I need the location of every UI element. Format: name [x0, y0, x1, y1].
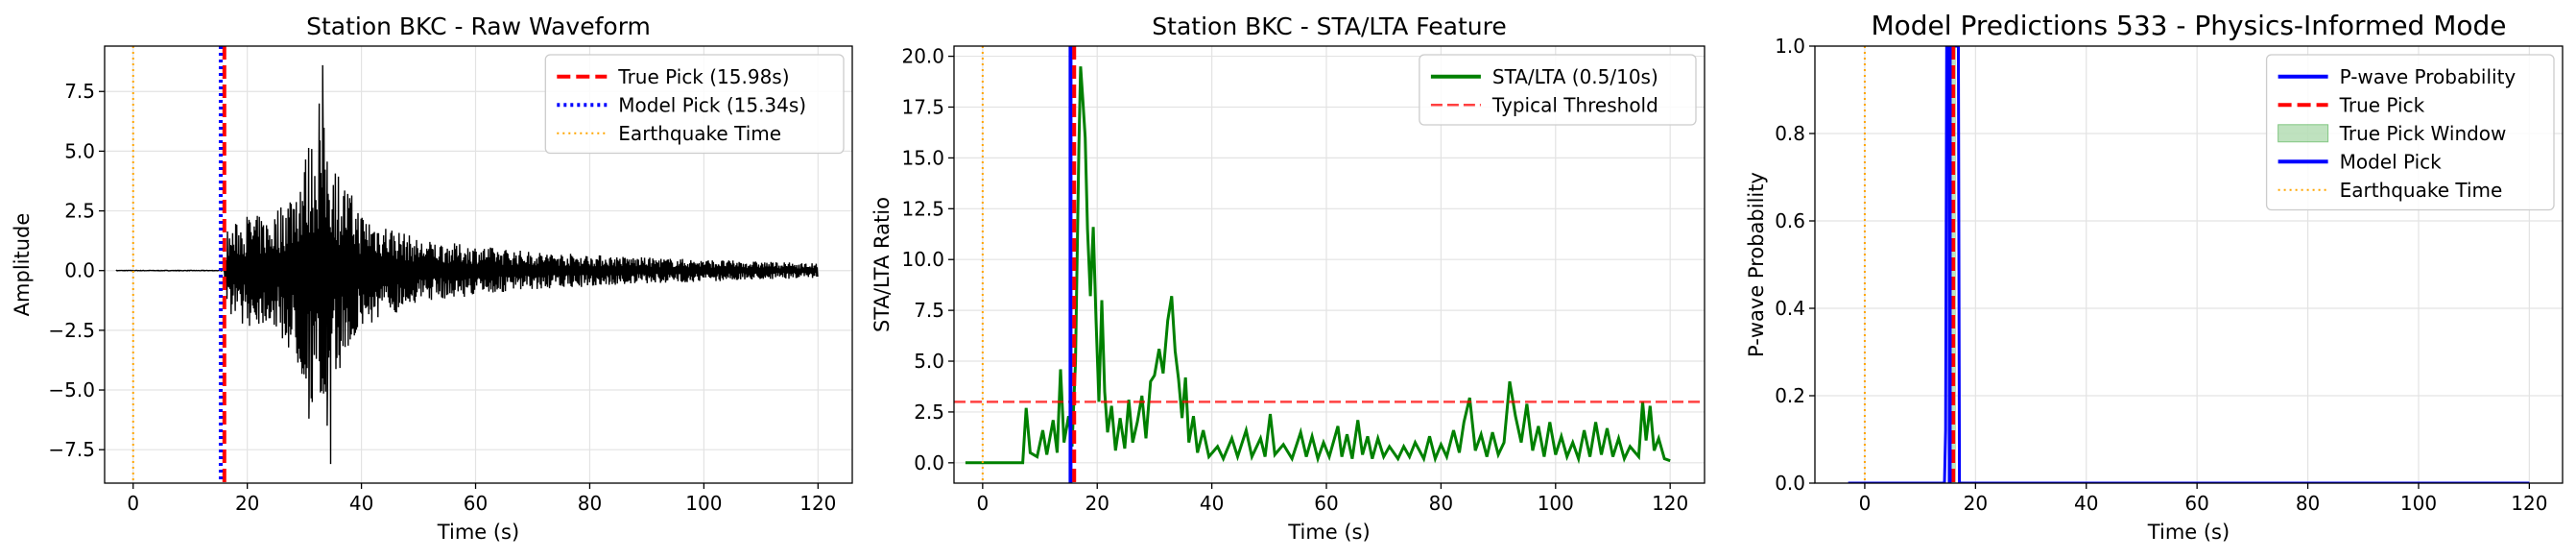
- x-tick-label: 60: [2184, 492, 2208, 515]
- legend: True Pick (15.98s) Model Pick (15.34s) Ear…: [544, 54, 845, 155]
- legend: STA/LTA (0.5/10s) Typical Threshold: [1419, 54, 1697, 126]
- plot-area: [954, 46, 1705, 483]
- x-tick-label: 100: [1538, 492, 1574, 515]
- x-tick-label: 40: [1200, 492, 1224, 515]
- chart-title: Station BKC - STA/LTA Feature: [1152, 12, 1506, 40]
- x-tick-label: 0: [1859, 492, 1872, 515]
- legend-label: True Pick: [2339, 93, 2425, 116]
- legend-label: P-wave Probability: [2340, 65, 2516, 88]
- x-tick-label: 0: [127, 492, 139, 515]
- plot-area: [115, 46, 819, 483]
- y-tick-label: −7.5: [48, 438, 95, 461]
- y-tick-label: 0.0: [1775, 472, 1805, 495]
- series-line: [965, 66, 1671, 465]
- x-tick-label: 0: [976, 492, 989, 515]
- x-tick-label: 120: [799, 492, 836, 515]
- y-tick-label: 0.8: [1775, 122, 1805, 145]
- x-tick-label: 60: [1314, 492, 1338, 515]
- y-tick-label: 17.5: [901, 95, 944, 118]
- x-tick-label: 120: [2511, 492, 2547, 515]
- x-tick-label: 60: [464, 492, 488, 515]
- y-tick-label: 12.5: [901, 197, 944, 220]
- legend: P-wave Probability True Pick True Pick Win…: [2265, 54, 2555, 211]
- axes-frame: [104, 45, 853, 484]
- x-tick-label: 80: [578, 492, 602, 515]
- chart-1: 0 20 40 60 80 100 120 −7.5 −5.0 −2.5 0.0 2.5 5.0 7.5 S…: [11, 12, 853, 544]
- axes-frame: [953, 45, 1705, 484]
- y-tick-label: 2.5: [914, 401, 944, 424]
- y-tick-label: 5.0: [914, 350, 944, 373]
- y-tick-label: 10.0: [901, 248, 944, 271]
- legend-swatch-band: [2278, 124, 2329, 143]
- legend-label: Earthquake Time: [2340, 179, 2503, 202]
- x-tick-label: 20: [1964, 492, 1988, 515]
- legend-label: Model Pick: [2340, 150, 2443, 173]
- chart-2: 0 20 40 60 80 100 120 0.0 2.5 5.0 7.5 10.0 12.5 15.0 1…: [871, 12, 1705, 544]
- ticks: 0 20 40 60 80 100 120 0.0 0.2 0.4 0.6 0.8 1.0: [1775, 35, 2547, 515]
- x-tick-label: 40: [349, 492, 373, 515]
- y-tick-label: 0.0: [64, 259, 95, 282]
- chart-title: Model Predictions 533 - Physics-Informed…: [1871, 10, 2506, 41]
- legend-box: [2265, 54, 2555, 211]
- y-tick-label: 7.5: [64, 80, 95, 103]
- y-axis-label: Amplitude: [11, 213, 34, 317]
- legend-box: [1419, 54, 1697, 126]
- legend-label: True Pick (15.98s): [617, 65, 789, 88]
- ticks: 0 20 40 60 80 100 120 −7.5 −5.0 −2.5 0.0 2.5 5.0 7.5: [48, 80, 836, 515]
- legend-label: Earthquake Time: [618, 122, 781, 145]
- waveform-line: [115, 64, 819, 465]
- x-tick-label: 20: [1085, 492, 1109, 515]
- y-axis-label: P-wave Probability: [1745, 172, 1768, 357]
- x-tick-label: 40: [2074, 492, 2098, 515]
- chart-3: 0 20 40 60 80 100 120 0.0 0.2 0.4 0.6 0.8 1.0 Model P…: [1745, 10, 2564, 544]
- y-axis-label: STA/LTA Ratio: [871, 197, 894, 332]
- y-tick-label: 20.0: [901, 45, 944, 68]
- x-tick-label: 120: [1652, 492, 1688, 515]
- x-tick-label: 80: [1429, 492, 1453, 515]
- legend-label: Model Pick (15.34s): [618, 93, 806, 116]
- y-tick-label: 5.0: [64, 139, 95, 162]
- x-axis-label: Time (s): [437, 521, 519, 544]
- axes-frame: [1814, 45, 2564, 484]
- legend-box: [544, 54, 845, 155]
- y-tick-label: −5.0: [48, 378, 95, 401]
- x-axis-label: Time (s): [2147, 521, 2230, 544]
- x-tick-label: 80: [2296, 492, 2320, 515]
- x-tick-label: 20: [235, 492, 259, 515]
- x-axis-label: Time (s): [1287, 521, 1370, 544]
- y-tick-label: 7.5: [914, 299, 944, 322]
- x-tick-label: 100: [685, 492, 722, 515]
- legend-label: True Pick Window: [2339, 122, 2507, 145]
- y-tick-label: 15.0: [901, 146, 944, 169]
- y-tick-label: 0.2: [1775, 384, 1805, 407]
- y-tick-label: 0.4: [1775, 297, 1805, 320]
- y-tick-label: 0.6: [1775, 209, 1805, 232]
- legend-label: STA/LTA (0.5/10s): [1492, 65, 1658, 88]
- plot-area: [1848, 46, 2530, 483]
- ticks: 0 20 40 60 80 100 120 0.0 2.5 5.0 7.5 10.0 12.5 15.0 1…: [901, 45, 1688, 515]
- legend-label: Typical Threshold: [1491, 93, 1658, 116]
- chart-title: Station BKC - Raw Waveform: [306, 12, 651, 40]
- y-tick-label: 1.0: [1775, 35, 1805, 58]
- y-tick-label: 2.5: [64, 200, 95, 223]
- y-tick-label: 0.0: [914, 451, 944, 474]
- y-tick-label: −2.5: [48, 319, 95, 342]
- x-tick-label: 100: [2400, 492, 2437, 515]
